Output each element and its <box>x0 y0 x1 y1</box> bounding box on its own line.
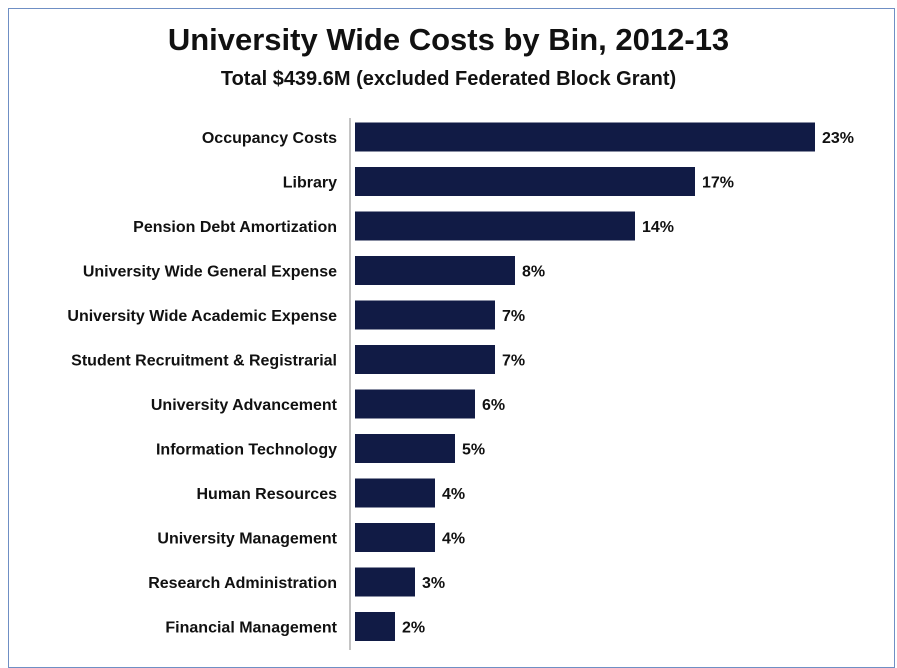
category-label-11: Financial Management <box>165 620 337 637</box>
bar-8 <box>355 478 435 508</box>
value-label-10: 3% <box>422 575 445 592</box>
bar-4 <box>355 300 495 330</box>
bar-2 <box>355 211 635 241</box>
category-label-8: Human Resources <box>197 486 338 503</box>
value-label-6: 6% <box>482 397 505 414</box>
value-label-2: 14% <box>642 219 674 236</box>
value-label-3: 8% <box>522 264 545 281</box>
bar-6 <box>355 389 475 419</box>
value-label-4: 7% <box>502 308 525 325</box>
value-label-5: 7% <box>502 353 525 370</box>
chart-frame <box>8 8 895 668</box>
category-label-9: University Management <box>157 531 337 548</box>
category-label-0: Occupancy Costs <box>202 130 337 147</box>
category-label-10: Research Administration <box>148 575 337 592</box>
category-label-4: University Wide Academic Expense <box>67 308 337 325</box>
chart-subtitle: Total $439.6M (excluded Federated Block … <box>220 68 677 90</box>
bar-9 <box>355 523 435 552</box>
value-label-0: 23% <box>822 130 854 147</box>
bar-7 <box>355 434 455 463</box>
value-label-9: 4% <box>442 531 465 548</box>
bars-layer: Occupancy Costs 23% Library 17% Pension Debt… <box>67 122 854 641</box>
category-label-2: Pension Debt Amortization <box>133 219 337 236</box>
value-label-11: 2% <box>402 620 425 637</box>
category-label-3: University Wide General Expense <box>83 264 337 281</box>
bar-3 <box>355 256 515 285</box>
chart-title: University Wide Costs by Bin, 2012-13 <box>167 22 730 57</box>
category-label-7: Information Technology <box>156 442 337 459</box>
value-label-7: 5% <box>462 442 485 459</box>
bar-5 <box>355 345 495 374</box>
category-label-5: Student Recruitment & Registrarial <box>71 353 337 370</box>
bar-1 <box>355 167 695 196</box>
category-label-6: University Advancement <box>151 397 338 414</box>
bar-0 <box>355 122 815 152</box>
value-label-8: 4% <box>442 486 465 503</box>
bar-10 <box>355 567 415 597</box>
category-label-1: Library <box>283 175 337 192</box>
value-label-1: 17% <box>702 175 734 192</box>
bar-11 <box>355 612 395 641</box>
